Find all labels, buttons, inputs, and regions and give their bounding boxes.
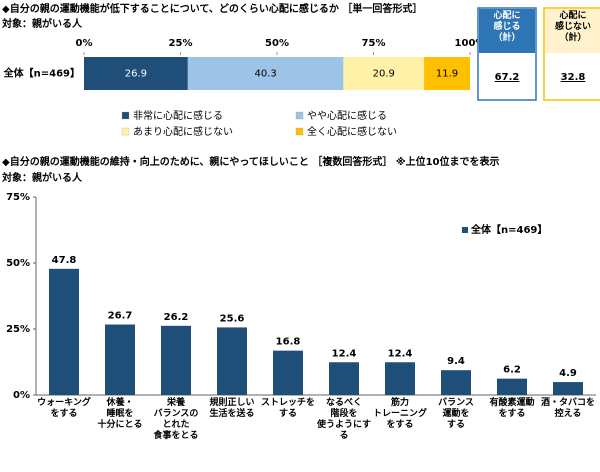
bar — [553, 382, 583, 395]
y-tick-label: 0% — [13, 390, 30, 401]
data-label: 6.2 — [503, 365, 521, 376]
bar — [497, 378, 527, 395]
legend-swatch — [462, 227, 468, 233]
x-tick-label: 75% — [362, 38, 386, 49]
data-label: 9.4 — [447, 356, 465, 367]
x-tick-label: 休養・ 睡眠を 十分にとる — [97, 398, 143, 430]
chart-title: ◆自分の親の運動機能が低下することについて、どのくらい心配に感じるか ［単一回答… — [2, 2, 422, 15]
chart-subtitle: 対象：親がいる人 — [1, 171, 83, 184]
y-tick-label: 75% — [6, 192, 30, 203]
bar — [105, 324, 135, 395]
data-label: 40.3 — [254, 69, 276, 80]
x-tick-label: バランス 運動を する — [438, 398, 474, 430]
data-label: 4.9 — [559, 368, 577, 379]
x-tick-label: 100% — [455, 38, 486, 49]
summary-header — [479, 9, 535, 53]
data-label: 16.8 — [276, 337, 301, 348]
x-tick-label: 規則正しい 生活を送る — [209, 398, 255, 419]
bar — [273, 350, 303, 395]
data-label: 25.6 — [220, 313, 245, 324]
bar — [161, 325, 191, 395]
x-tick-label: 栄養 バランスの とれた 食事をとる — [153, 398, 199, 441]
legend-label: 全く心配に感じない — [307, 125, 397, 138]
x-tick-label: ウォーキング をする — [37, 398, 91, 419]
x-tick-label: 0% — [76, 38, 93, 49]
legend-label: 全体【n=469】 — [470, 223, 547, 236]
legend-swatch — [121, 111, 130, 120]
bar — [217, 327, 247, 395]
summary-value: 32.8 — [561, 72, 586, 83]
x-tick-label: 有酸素運動 をする — [489, 398, 535, 419]
bar-segment — [187, 57, 344, 90]
bar — [329, 362, 359, 395]
legend-label: やや心配に感じる — [307, 109, 387, 122]
legend-label: あまり心配に感じない — [133, 125, 233, 138]
x-tick-label: 50% — [265, 38, 289, 49]
bar — [441, 370, 471, 395]
chart-subtitle: 対象：親がいる人 — [1, 17, 83, 30]
y-tick-label: 50% — [6, 258, 30, 269]
y-tick-label: 全体【n=469】 — [3, 67, 80, 80]
chart-title: ◆自分の親の運動機能の維持・向上のために、親にやってほしいこと ［複数回答形式］… — [2, 155, 500, 168]
summary-value: 67.2 — [495, 72, 520, 83]
x-tick-label: 25% — [169, 38, 193, 49]
data-label: 20.9 — [373, 69, 395, 80]
legend-label: 非常に心配に感じる — [133, 109, 223, 122]
bar-segment — [84, 57, 188, 90]
summary-header — [545, 9, 600, 53]
summary-label: 心配に 感じない （計） — [554, 11, 591, 43]
bar-segment — [424, 57, 470, 90]
x-tick-label: 筋力 トレーニング をする — [372, 398, 427, 430]
y-tick-label: 25% — [6, 324, 30, 335]
x-tick-label: ストレッチを する — [260, 398, 315, 419]
bar-segment — [343, 57, 425, 90]
data-label: 12.4 — [388, 348, 413, 359]
bar — [49, 268, 79, 395]
data-label: 11.9 — [436, 69, 458, 80]
data-label: 26.9 — [125, 69, 147, 80]
data-label: 26.2 — [164, 312, 189, 323]
data-label: 47.8 — [52, 255, 77, 266]
summary-label: 心配に 感じる （計） — [493, 11, 521, 43]
legend-swatch — [121, 127, 130, 136]
data-label: 26.7 — [108, 311, 133, 322]
x-tick-label: なるべく 階段を 使うようにす る — [316, 398, 372, 441]
bar — [385, 362, 415, 395]
data-label: 12.4 — [332, 348, 357, 359]
x-tick-label: 酒・タバコを 控える — [540, 398, 595, 419]
legend-swatch — [295, 127, 304, 136]
legend-swatch — [295, 111, 304, 120]
